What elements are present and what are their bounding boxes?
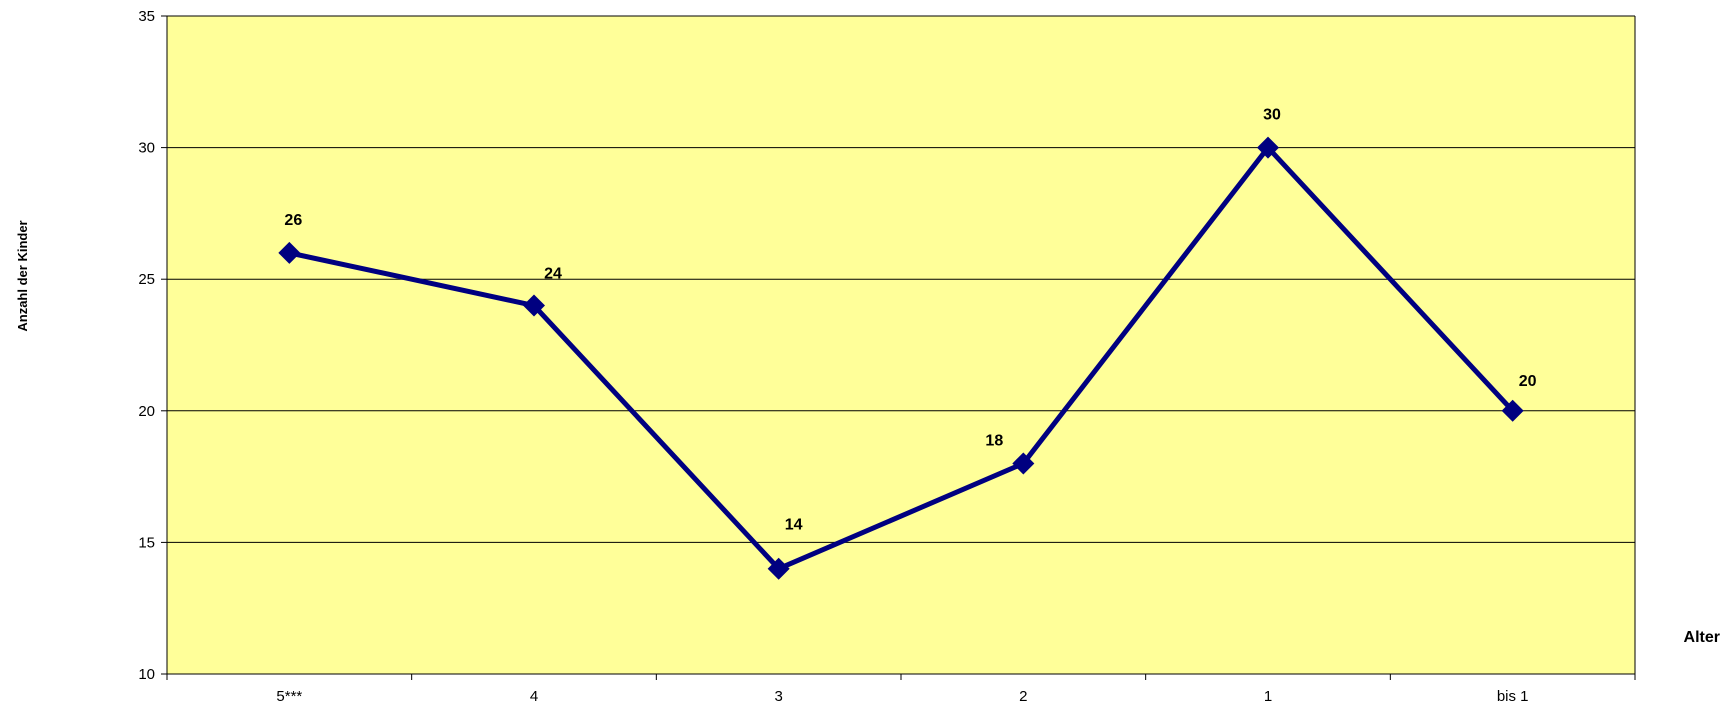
data-point-marker — [1257, 136, 1279, 159]
y-tick-label: 20 — [138, 403, 155, 420]
x-tick-label: 4 — [530, 688, 538, 705]
x-tick-label: 3 — [774, 688, 782, 705]
data-point-marker — [523, 294, 545, 317]
plot-area — [167, 16, 1635, 674]
data-label: 30 — [1263, 107, 1281, 124]
y-tick-label: 30 — [138, 140, 155, 157]
data-point-marker — [767, 557, 790, 580]
x-tick-label: 1 — [1264, 688, 1272, 705]
data-label: 26 — [284, 212, 302, 229]
y-axis-ticks: 10 15 20 25 30 35 — [138, 8, 167, 683]
y-tick-label: 15 — [138, 534, 155, 551]
data-label: 20 — [1519, 373, 1537, 390]
x-tick-label: 2 — [1019, 688, 1027, 705]
data-label: 24 — [544, 266, 562, 283]
x-tick-label: 5*** — [276, 688, 302, 705]
y-tick-label: 35 — [138, 8, 155, 25]
y-axis-title: Anzahl der Kinder — [15, 220, 30, 331]
x-axis-title: Alter — [1684, 629, 1720, 646]
y-tick-label: 25 — [138, 271, 155, 288]
x-axis-ticks: 5*** 4 3 2 1 bis 1 — [166, 674, 1636, 705]
data-label: 14 — [785, 517, 803, 534]
data-point-marker — [1501, 399, 1524, 422]
data-point-marker — [1012, 452, 1035, 475]
data-point-marker — [278, 241, 301, 264]
data-label: 18 — [985, 432, 1003, 449]
series-line — [288, 145, 1515, 572]
series-group — [278, 136, 1524, 580]
data-labels: 26 24 14 18 30 20 — [284, 107, 1536, 534]
x-tick-label: bis 1 — [1497, 688, 1529, 705]
y-tick-label: 10 — [138, 666, 155, 683]
